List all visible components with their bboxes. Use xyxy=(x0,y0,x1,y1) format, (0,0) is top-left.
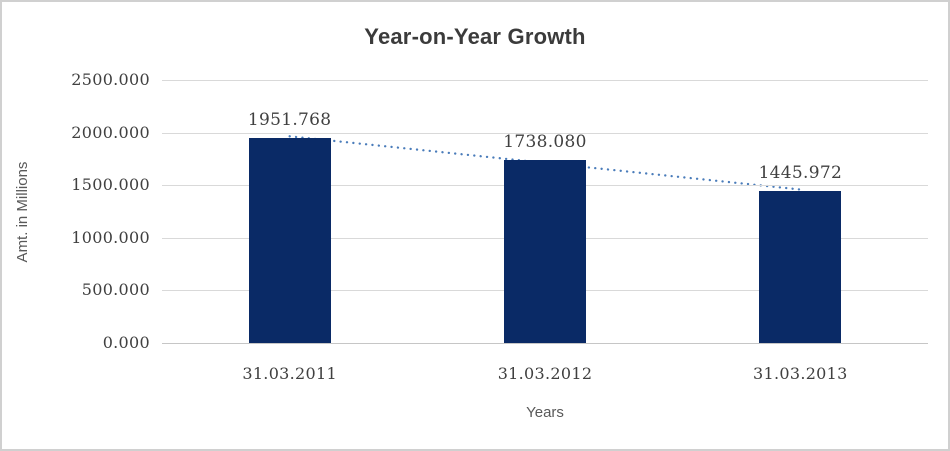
y-tick-label: 1500.000 xyxy=(71,175,150,195)
y-tick-label: 500.000 xyxy=(81,280,150,300)
y-tick-label: 2000.000 xyxy=(71,122,150,142)
x-axis-line xyxy=(162,343,928,344)
y-tick-label: 0.000 xyxy=(102,333,150,352)
bar xyxy=(759,190,842,343)
x-tick-label: 31.03.2012 xyxy=(497,364,593,383)
y-axis-title: Amt. in Millions xyxy=(14,161,31,263)
bar-value-label: 1738.080 xyxy=(503,132,587,153)
gridline xyxy=(162,132,928,134)
bar xyxy=(248,137,331,343)
chart-title: Year-on-Year Growth xyxy=(364,24,586,49)
gridline xyxy=(162,80,928,81)
x-tick-label: 31.03.2011 xyxy=(242,364,337,383)
y-tick-label: 2500.000 xyxy=(71,70,150,89)
bar-value-label: 1445.972 xyxy=(758,162,843,183)
y-tick-label: 1000.000 xyxy=(71,227,150,247)
plot-area: 1951.768 1738.080 1445.972 xyxy=(162,80,928,344)
bar xyxy=(504,160,586,343)
bar-value-label: 1951.768 xyxy=(247,109,332,130)
x-tick-label: 31.03.2013 xyxy=(753,364,848,383)
x-axis-title: Years xyxy=(526,404,564,421)
